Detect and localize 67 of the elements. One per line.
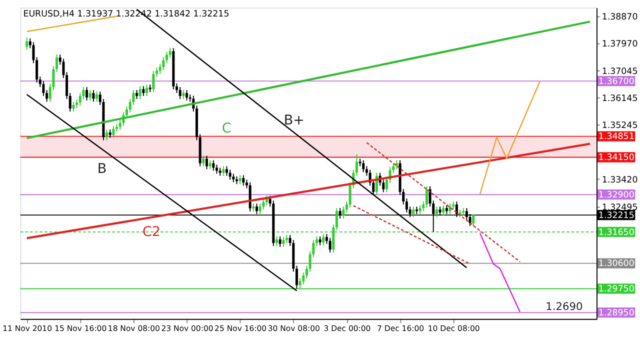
x-tick-label: 18 Nov 08:00 <box>108 324 160 333</box>
candlestick <box>88 90 92 101</box>
y-tick-label: 1.37970 <box>602 40 638 50</box>
ref-line-label: 1.28950 <box>598 308 634 319</box>
y-tick-label: 1.33420 <box>602 175 638 186</box>
ref-line-label: 1.34150 <box>598 153 634 164</box>
candlestick <box>162 56 165 71</box>
candlestick <box>322 234 325 246</box>
candlestick <box>146 84 148 96</box>
candlestick <box>72 102 75 112</box>
ref-line-label: 1.34851 <box>598 132 634 142</box>
candlestick <box>228 169 232 180</box>
ref-line-label: 1.29750 <box>598 284 634 295</box>
x-tick-label: 3 Dec 00:00 <box>324 324 371 333</box>
ref-line-label: 1.32900 <box>598 190 634 200</box>
candlestick <box>86 86 88 101</box>
candlestick <box>106 128 108 141</box>
x-tick-label: 30 Nov 08:00 <box>268 324 320 333</box>
candlestick <box>178 86 182 100</box>
candlestick <box>242 174 245 186</box>
candlestick <box>425 186 428 208</box>
candlestick <box>442 204 445 216</box>
x-tick-label: 25 Nov 16:00 <box>214 324 267 333</box>
annotation: B <box>97 160 107 177</box>
x-tick-label: 23 Nov 00:00 <box>161 324 214 333</box>
candlestick <box>186 90 188 101</box>
ref-line-label: 1.32215 <box>598 210 634 221</box>
ref-line-label: 1.30600 <box>598 259 634 270</box>
candlestick <box>112 125 115 138</box>
candlestick <box>225 166 228 176</box>
candlestick <box>42 80 45 96</box>
annotation: C <box>222 120 232 136</box>
candlestick <box>362 160 365 173</box>
candlestick <box>472 214 475 227</box>
y-tick-label: 1.37045 <box>602 67 638 78</box>
candlestick <box>212 160 215 172</box>
y-tick-label: 1.36145 <box>602 94 638 104</box>
candlestick <box>278 236 282 248</box>
candlestick <box>328 237 332 254</box>
candlestick <box>26 37 28 50</box>
annotation: C2 <box>142 224 161 240</box>
candlestick <box>248 182 252 212</box>
ref-line-label: 1.31650 <box>598 228 634 238</box>
candlestick <box>142 86 145 96</box>
annotation: B+ <box>284 112 304 129</box>
candlestick <box>152 70 155 93</box>
candlestick <box>282 236 285 248</box>
y-tick-label: 1.35245 <box>602 120 638 131</box>
candlestick <box>96 91 98 102</box>
x-tick-label: 10 Dec 08:00 <box>428 324 480 333</box>
annotation: 1.2690 <box>546 300 583 314</box>
x-tick-label: 7 Dec 16:00 <box>377 324 424 333</box>
candlestick <box>412 206 415 218</box>
x-tick-label: 11 Nov 2010 <box>2 324 52 333</box>
line-series <box>479 232 521 313</box>
candlestick <box>222 166 225 176</box>
candlestick <box>435 206 438 218</box>
candlestick <box>275 236 278 246</box>
candlestick <box>258 203 262 215</box>
y-tick-label: 1.38870 <box>602 12 638 23</box>
candlestick <box>262 198 265 210</box>
candlestick <box>92 90 95 102</box>
ref-line-label: 1.36700 <box>598 76 634 87</box>
line-series <box>479 80 541 195</box>
x-tick-label: 15 Nov 16:00 <box>54 324 107 333</box>
candlestick <box>206 155 208 170</box>
candlestick <box>138 86 142 100</box>
